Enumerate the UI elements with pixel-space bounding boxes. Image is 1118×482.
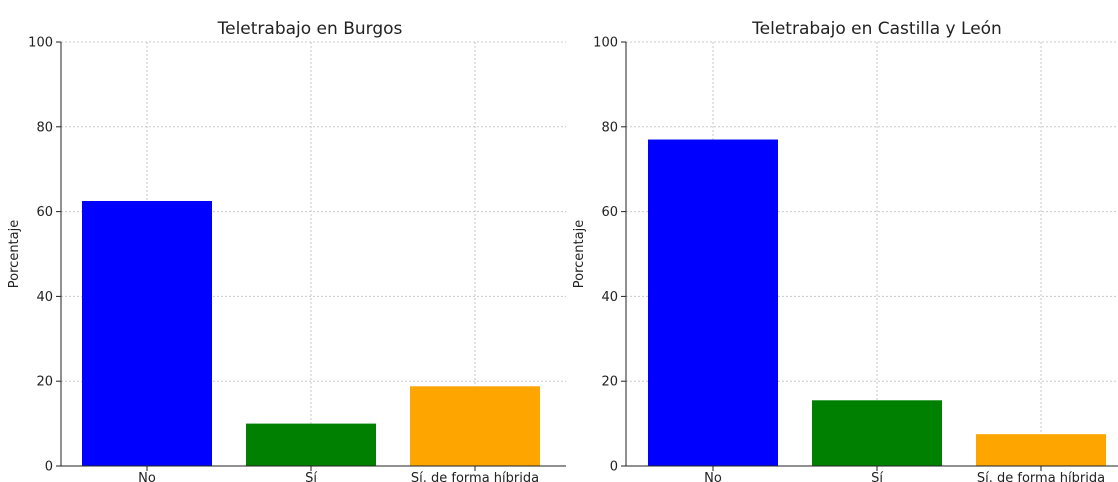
chart1-ytick-label-3: 60 bbox=[36, 205, 53, 220]
chart1-bar-2 bbox=[246, 423, 376, 466]
chart2-bar-3 bbox=[976, 434, 1106, 466]
chart2-xtick-label-1: Sí bbox=[871, 471, 883, 482]
chart2-bar-1 bbox=[648, 139, 778, 466]
chart2-xtick-label-0: No bbox=[704, 471, 722, 482]
chart1-bar-3 bbox=[410, 386, 540, 466]
chart1-ytick-label-0: 0 bbox=[45, 460, 53, 475]
chart1-bar-1 bbox=[82, 201, 212, 466]
chart1-ylabel: Porcentaje bbox=[7, 220, 22, 288]
chart2-ytick-label-2: 40 bbox=[601, 290, 618, 305]
chart1-xtick-label-2: Sí. de forma híbrida bbox=[411, 471, 539, 482]
chart1-ytick-label-2: 40 bbox=[36, 290, 53, 305]
chart1-xtick-label-1: Sí bbox=[305, 471, 317, 482]
chart2-ylabel: Porcentaje bbox=[572, 220, 587, 288]
chart2-ytick-label-4: 80 bbox=[601, 120, 618, 135]
chart2-bar-2 bbox=[812, 400, 942, 466]
chart1-ytick-label-5: 100 bbox=[28, 36, 53, 51]
chart1-ytick-label-4: 80 bbox=[36, 120, 53, 135]
chart1-ytick-label-1: 20 bbox=[36, 375, 53, 390]
chart1-xtick-label-0: No bbox=[138, 471, 156, 482]
chart2-ytick-label-5: 100 bbox=[593, 36, 618, 51]
chart2-ytick-label-0: 0 bbox=[610, 460, 618, 475]
chart1-title: Teletrabajo en Burgos bbox=[217, 19, 403, 39]
chart2-title: Teletrabajo en Castilla y León bbox=[751, 19, 1002, 39]
chart2-ytick-label-3: 60 bbox=[601, 205, 618, 220]
chart2-xtick-label-2: Sí. de forma híbrida bbox=[977, 471, 1105, 482]
chart2-ytick-label-1: 20 bbox=[601, 375, 618, 390]
